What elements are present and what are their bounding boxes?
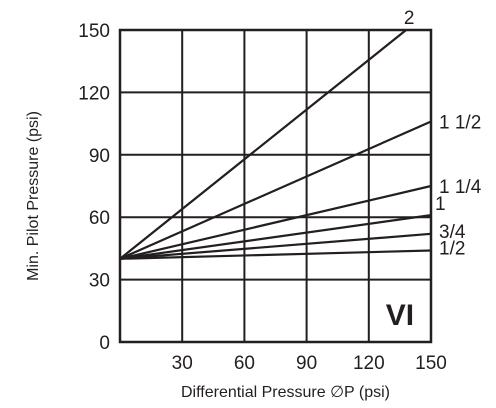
y-tick-label: 60 [89, 208, 110, 229]
x-tick-labels: 30 60 90 120 150 [172, 353, 447, 374]
series-label: 1 [435, 194, 446, 215]
plot-frame [118, 28, 433, 344]
series-line [119, 184, 432, 260]
series-line [119, 120, 432, 260]
chart-badge: VI [386, 299, 414, 332]
series-line [119, 214, 432, 260]
x-tick-label: 60 [234, 353, 255, 374]
y-tick-label: 0 [99, 333, 110, 354]
x-tick-label: 90 [296, 353, 317, 374]
series-label: 2 [404, 8, 415, 29]
y-tick-label: 120 [78, 83, 110, 104]
series-lines [119, 29, 432, 260]
y-tick-label: 90 [89, 146, 110, 167]
grid [120, 30, 431, 342]
series-labels: 2 1 1/2 1 1/41 3/41/2 [404, 8, 482, 259]
series-line [119, 29, 407, 260]
y-tick-label: 30 [89, 271, 110, 292]
x-tick-label: 150 [415, 353, 447, 374]
series-line [119, 232, 432, 260]
y-tick-label: 150 [78, 21, 110, 42]
series-line [119, 249, 432, 260]
x-axis-label: Differential Pressure ∅P (psi) [181, 384, 390, 401]
y-axis-label: Min. Pilot Pressure (psi) [25, 111, 42, 281]
series-label: 1/2 [439, 238, 465, 259]
series-label: 1 1/4 [439, 177, 482, 198]
y-tick-labels: 0 30 60 90 120 150 [78, 21, 110, 354]
series-label: 3/4 [439, 222, 466, 243]
x-tick-label: 120 [353, 353, 385, 374]
series-label: 1 1/2 [439, 113, 481, 134]
x-tick-label: 30 [172, 353, 193, 374]
